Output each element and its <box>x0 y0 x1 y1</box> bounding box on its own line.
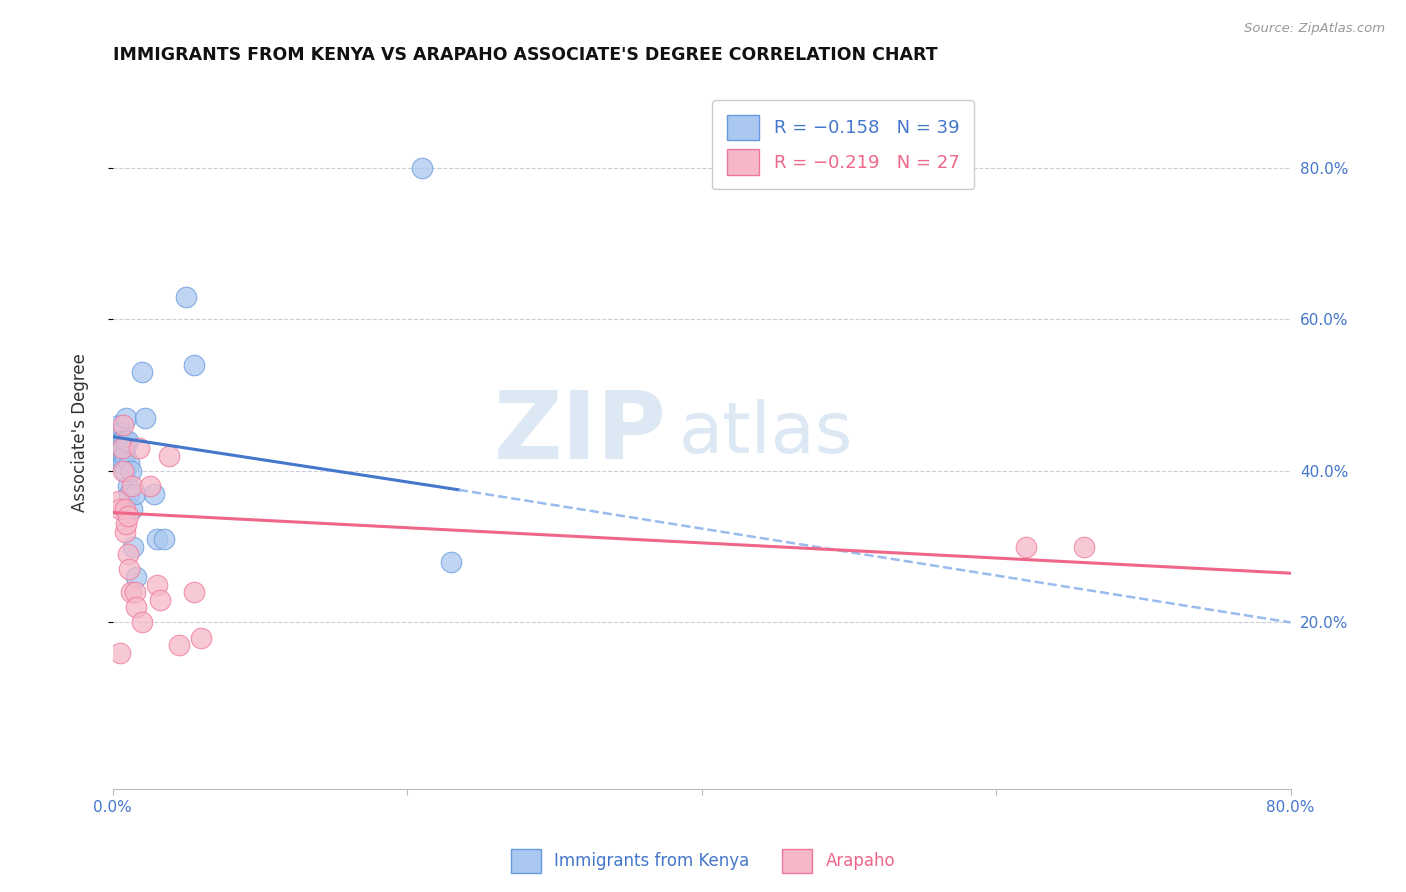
Point <box>114 524 136 539</box>
Point <box>131 365 153 379</box>
Point <box>111 434 134 448</box>
Point <box>117 434 139 448</box>
Point <box>108 425 131 440</box>
Point <box>143 486 166 500</box>
Legend: Immigrants from Kenya, Arapaho: Immigrants from Kenya, Arapaho <box>503 842 903 880</box>
Point <box>115 516 138 531</box>
Point <box>125 600 148 615</box>
Point <box>117 509 139 524</box>
Point <box>146 577 169 591</box>
Point <box>115 410 138 425</box>
Text: atlas: atlas <box>678 399 852 467</box>
Point <box>121 479 143 493</box>
Point <box>149 592 172 607</box>
Point <box>146 532 169 546</box>
Point <box>124 585 146 599</box>
Point <box>125 570 148 584</box>
Point <box>105 434 128 448</box>
Point <box>157 449 180 463</box>
Point <box>131 615 153 630</box>
Point <box>118 562 141 576</box>
Point <box>108 456 131 470</box>
Point <box>183 358 205 372</box>
Point <box>108 449 131 463</box>
Point <box>112 464 135 478</box>
Point <box>118 456 141 470</box>
Point <box>440 555 463 569</box>
Point <box>167 638 190 652</box>
Point <box>153 532 176 546</box>
Point <box>117 479 139 493</box>
Point <box>107 494 129 508</box>
Text: IMMIGRANTS FROM KENYA VS ARAPAHO ASSOCIATE'S DEGREE CORRELATION CHART: IMMIGRANTS FROM KENYA VS ARAPAHO ASSOCIA… <box>112 46 938 64</box>
Point <box>124 486 146 500</box>
Point <box>108 501 131 516</box>
Point <box>112 456 135 470</box>
Point <box>105 441 128 455</box>
Point <box>112 434 135 448</box>
Point <box>117 547 139 561</box>
Point <box>128 441 150 455</box>
Point <box>176 290 198 304</box>
Point <box>111 441 134 455</box>
Point <box>138 479 160 493</box>
Point <box>112 449 135 463</box>
Point <box>108 434 131 448</box>
Y-axis label: Associate's Degree: Associate's Degree <box>72 353 89 512</box>
Point <box>115 434 138 448</box>
Point <box>114 501 136 516</box>
Point <box>120 464 142 478</box>
Point <box>108 646 131 660</box>
Point <box>107 449 129 463</box>
Point <box>183 585 205 599</box>
Point <box>111 449 134 463</box>
Point <box>112 441 135 455</box>
Point <box>121 501 143 516</box>
Point <box>1073 540 1095 554</box>
Point <box>107 418 129 433</box>
Point <box>1014 540 1036 554</box>
Point <box>107 425 129 440</box>
Point <box>114 464 136 478</box>
Point <box>114 449 136 463</box>
Point <box>122 540 145 554</box>
Text: ZIP: ZIP <box>494 387 666 479</box>
Point <box>411 161 433 175</box>
Text: Source: ZipAtlas.com: Source: ZipAtlas.com <box>1244 22 1385 36</box>
Point <box>190 631 212 645</box>
Point <box>114 441 136 455</box>
Legend: R = −0.158   N = 39, R = −0.219   N = 27: R = −0.158 N = 39, R = −0.219 N = 27 <box>713 100 974 189</box>
Point <box>112 418 135 433</box>
Point <box>134 410 156 425</box>
Point <box>120 585 142 599</box>
Point <box>118 486 141 500</box>
Point <box>111 441 134 455</box>
